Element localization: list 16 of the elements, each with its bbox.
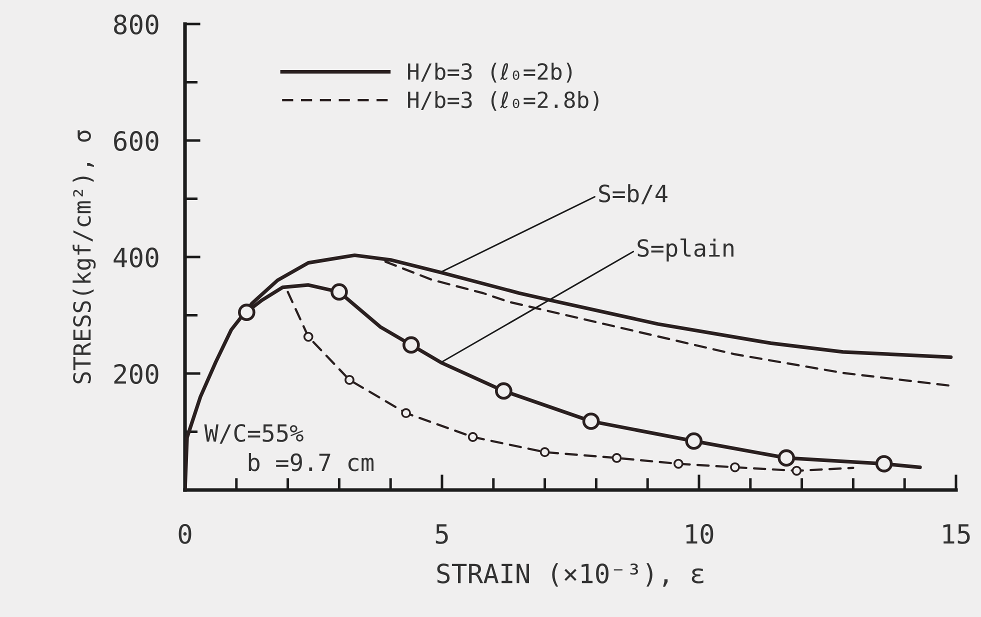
x-tick-label: 5 (436, 524, 448, 544)
annotation: b =9.7 cm (248, 453, 374, 472)
annotation: W/C=55% (204, 424, 304, 444)
annotation: S=b/4 (599, 184, 668, 204)
annotation: S=plain (638, 238, 734, 262)
y-axis-title: STRESS(kgf/cm²), σ (72, 130, 96, 384)
y-tick-label: 600 (114, 131, 158, 151)
x-tick-label: 15 (943, 524, 970, 544)
x-axis-title: STRAIN (×10⁻³), ε (437, 563, 704, 587)
legend-label: H/b=3 (ℓ₀=2b) (408, 62, 572, 83)
x-tick-label: 0 (178, 524, 192, 544)
y-tick-label: 800 (114, 14, 158, 34)
x-tick-label: 10 (686, 524, 714, 544)
legend-label: H/b=3 (ℓ₀=2.8b) (408, 91, 598, 111)
y-tick-label: 200 (114, 364, 158, 384)
y-tick-label: 400 (114, 248, 158, 268)
